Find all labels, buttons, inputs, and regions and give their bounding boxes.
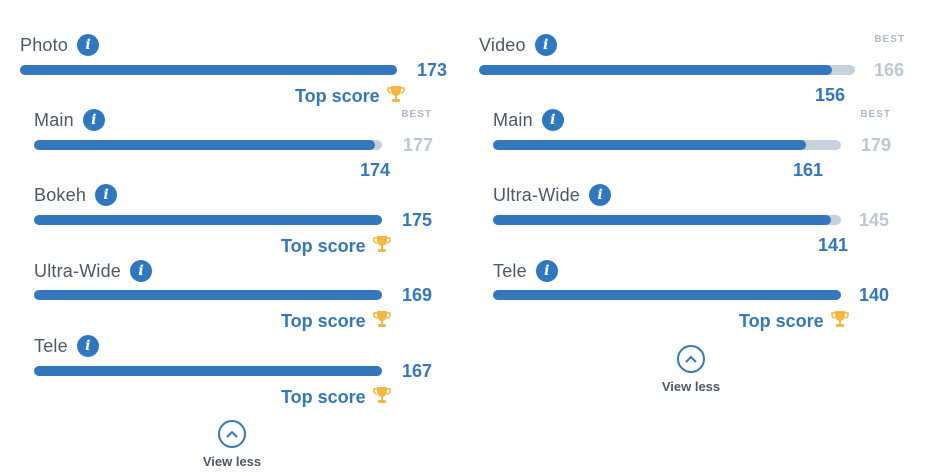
video-ultrawide-best-value: 145: [859, 210, 890, 230]
view-less-label: View less: [202, 454, 262, 469]
video-best-value: 166: [874, 60, 905, 80]
video-score-bar: [479, 65, 855, 75]
bokeh-score-value: 175: [402, 210, 433, 230]
info-icon[interactable]: i: [95, 184, 118, 206]
video-main-score-value: 161: [793, 160, 824, 180]
main-score-fill: [34, 140, 376, 150]
tele-label-line: Tele i: [34, 333, 99, 359]
video-tele-label: Tele: [493, 260, 527, 281]
video-score-row: Video i BEST 166 156: [479, 32, 919, 105]
view-less-button[interactable]: View less: [187, 420, 277, 469]
top-score-badge: Top score: [281, 235, 392, 258]
bokeh-label-line: Bokeh i: [34, 182, 118, 208]
ultrawide-label: Ultra-Wide: [34, 260, 122, 281]
video-main-label-line: Main i: [493, 107, 564, 133]
main-score-bar: [34, 140, 382, 150]
video-main-best-value: 179: [861, 135, 892, 155]
video-tele-score-value: 140: [859, 285, 890, 305]
info-icon[interactable]: i: [535, 260, 558, 282]
ultrawide-score-fill: [34, 290, 382, 300]
top-score-label: Top score: [295, 86, 380, 106]
ultrawide-score-row: Ultra-Wide i 169 Top score: [34, 258, 434, 331]
main-label: Main: [34, 109, 74, 130]
chevron-up-icon: [218, 420, 246, 448]
tele-score-fill: [34, 366, 382, 376]
info-icon[interactable]: i: [534, 34, 557, 56]
chevron-up-icon: [677, 345, 705, 373]
photo-score-row: Photo i 173 Top score: [20, 32, 450, 106]
best-tag: BEST: [860, 109, 891, 120]
trophy-icon: [372, 310, 392, 333]
top-score-label: Top score: [281, 387, 366, 407]
main-score-row: Main i BEST 177 174: [34, 107, 434, 180]
best-tag: BEST: [401, 109, 432, 120]
video-ultrawide-score-fill: [493, 215, 831, 225]
bokeh-label: Bokeh: [34, 184, 87, 205]
video-label: Video: [479, 34, 526, 55]
bokeh-score-bar: [34, 215, 382, 225]
top-score-badge: Top score: [281, 310, 392, 333]
view-less-button[interactable]: View less: [646, 345, 736, 394]
video-tele-score-row: Tele i 140 Top score: [493, 258, 903, 331]
info-icon[interactable]: i: [82, 109, 105, 131]
best-tag: BEST: [874, 34, 905, 45]
tele-score-value: 167: [402, 361, 433, 381]
video-score-fill: [479, 65, 833, 75]
video-label-line: Video i: [479, 32, 557, 58]
photo-score-fill: [20, 65, 397, 75]
info-icon[interactable]: i: [541, 109, 564, 131]
video-tele-label-line: Tele i: [493, 258, 558, 284]
video-ultrawide-label-line: Ultra-Wide i: [493, 182, 612, 208]
main-best-value: 177: [403, 135, 434, 155]
trophy-icon: [372, 386, 392, 409]
tele-label: Tele: [34, 335, 68, 356]
video-tele-score-fill: [493, 290, 841, 300]
info-icon[interactable]: i: [77, 34, 100, 56]
top-score-badge: Top score: [281, 386, 392, 409]
tele-score-row: Tele i 167 Top score: [34, 333, 434, 407]
video-tele-score-bar: [493, 290, 841, 300]
main-score-value: 174: [360, 160, 391, 180]
video-ultrawide-score-row: Ultra-Wide i 145 141: [493, 182, 903, 255]
trophy-icon: [830, 310, 850, 333]
video-main-score-fill: [493, 140, 807, 150]
video-main-score-row: Main i BEST 179 161: [493, 107, 903, 180]
top-score-label: Top score: [739, 311, 824, 331]
photo-score-value: 173: [417, 60, 448, 80]
top-score-label: Top score: [281, 311, 366, 331]
video-score-value: 156: [815, 85, 846, 105]
trophy-icon: [372, 235, 392, 258]
bokeh-score-row: Bokeh i 175 Top score: [34, 182, 434, 256]
top-score-badge: Top score: [295, 85, 406, 108]
bokeh-score-fill: [34, 215, 382, 225]
ultrawide-score-value: 169: [402, 285, 433, 305]
photo-score-bar: [20, 65, 397, 75]
ultrawide-score-bar: [34, 290, 382, 300]
video-ultrawide-label: Ultra-Wide: [493, 184, 581, 205]
tele-score-bar: [34, 366, 382, 376]
top-score-label: Top score: [281, 236, 366, 256]
info-icon[interactable]: i: [589, 184, 612, 206]
view-less-label: View less: [661, 379, 721, 394]
main-label-line: Main i: [34, 107, 105, 133]
video-ultrawide-score-value: 141: [818, 235, 849, 255]
video-main-score-bar: [493, 140, 841, 150]
info-icon[interactable]: i: [130, 260, 153, 282]
trophy-icon: [386, 85, 406, 108]
ultrawide-label-line: Ultra-Wide i: [34, 258, 153, 284]
photo-label: Photo: [20, 34, 69, 55]
video-main-label: Main: [493, 109, 533, 130]
video-ultrawide-score-bar: [493, 215, 841, 225]
info-icon[interactable]: i: [76, 335, 99, 357]
photo-label-line: Photo i: [20, 32, 100, 58]
top-score-badge: Top score: [739, 310, 850, 333]
